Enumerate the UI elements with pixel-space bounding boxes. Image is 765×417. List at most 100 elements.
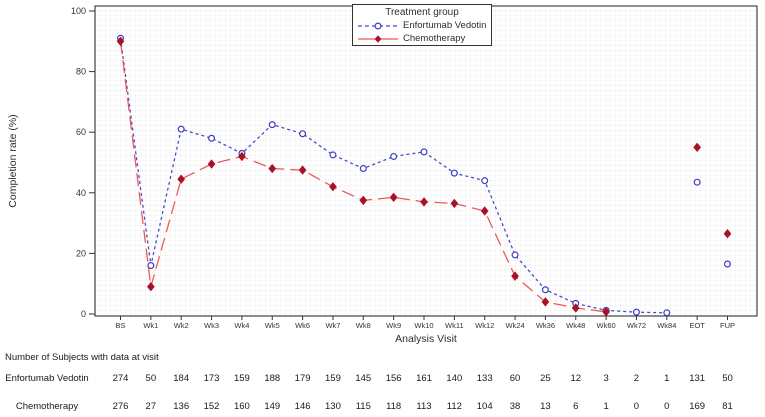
table-row-label-enfortumab-vedotin: Enfortumab Vedotin — [5, 373, 89, 384]
x-axis-tick-label: Wk36 — [536, 321, 555, 330]
table-cell: 1 — [664, 373, 670, 384]
x-axis-tick-label: Wk3 — [204, 321, 219, 330]
table-cell: 115 — [355, 401, 371, 412]
x-axis-tick-label: Wk11 — [445, 321, 464, 330]
data-point-circle — [147, 262, 155, 270]
table-title: Number of Subjects with data at visit — [5, 352, 159, 363]
legend-label-chemotherapy: Chemotherapy — [403, 33, 466, 44]
x-axis-tick-label: Wk48 — [566, 321, 585, 330]
table-cell: 104 — [476, 401, 493, 412]
table-cell: 113 — [416, 401, 432, 412]
legend: Treatment group Enfortumab Vedotin Chemo… — [352, 4, 492, 46]
table-cell: 60 — [509, 373, 521, 384]
data-point-diamond — [571, 303, 580, 313]
table-cell: 0 — [664, 401, 670, 412]
y-axis-title: Completion rate (%) — [7, 114, 19, 208]
table-cell: 27 — [145, 401, 157, 412]
y-axis-tick-label: 60 — [76, 127, 86, 137]
table-cell: 156 — [385, 373, 402, 384]
x-axis-tick-label: Wk6 — [295, 321, 310, 330]
data-point-diamond — [420, 197, 428, 207]
enfortumab-line-sample-icon — [358, 21, 398, 30]
y-axis-tick-label: 80 — [76, 67, 86, 77]
x-axis-tick-label: Wk10 — [414, 321, 433, 330]
data-point-diamond — [602, 307, 610, 317]
data-point-diamond — [480, 206, 489, 216]
table-cell: 152 — [203, 401, 220, 412]
table-cell: 118 — [386, 401, 402, 412]
data-point-circle — [511, 251, 519, 259]
y-axis-tick-label: 0 — [81, 309, 86, 319]
table-cell: 131 — [689, 373, 706, 384]
data-point-diamond — [389, 192, 398, 203]
x-axis-tick-label: Wk60 — [597, 321, 616, 330]
legend-sample-circle — [374, 21, 382, 30]
x-axis-tick-label: Wk12 — [475, 321, 494, 330]
data-point-diamond — [147, 282, 155, 292]
data-point-circle — [177, 125, 185, 133]
data-point-diamond — [207, 159, 216, 169]
table-cell: 188 — [264, 373, 281, 384]
series-line — [119, 38, 667, 314]
data-point-circle — [268, 121, 276, 129]
data-point-circle — [723, 260, 731, 268]
data-point-diamond — [511, 271, 519, 281]
data-point-circle — [632, 308, 640, 316]
legend-item-chemotherapy: Chemotherapy — [357, 32, 487, 45]
x-axis-tick-label: FUP — [720, 321, 735, 330]
table-cell: 173 — [203, 373, 220, 384]
table-cell: 1 — [603, 401, 609, 412]
data-point-circle — [450, 169, 458, 177]
data-point-circle — [208, 134, 216, 142]
legend-item-enfortumab-vedotin: Enfortumab Vedotin — [357, 19, 487, 32]
legend-sample-diamond — [374, 34, 382, 43]
y-axis-tick-label: 100 — [71, 6, 86, 16]
x-axis-tick-label: Wk24 — [505, 321, 524, 330]
data-point-circle — [329, 151, 337, 159]
table-cell: 160 — [233, 401, 250, 412]
table-cell: 179 — [294, 373, 311, 384]
table-cell: 169 — [689, 401, 706, 412]
data-point-diamond — [693, 142, 701, 153]
data-point-circle — [359, 165, 367, 173]
x-axis-title: Analysis Visit — [395, 333, 457, 345]
data-point-circle — [541, 286, 549, 294]
table-cell: 161 — [416, 373, 432, 384]
data-point-diamond — [116, 36, 125, 46]
legend-label-enfortumab-vedotin: Enfortumab Vedotin — [403, 20, 487, 31]
x-axis-tick-label: Wk9 — [386, 321, 401, 330]
plot-frame — [94, 5, 758, 317]
table-cell: 133 — [476, 373, 493, 384]
table-cell: 276 — [112, 401, 129, 412]
table-cell: 2 — [633, 373, 640, 384]
plot-area — [95, 6, 757, 316]
x-axis-tick-label: Wk84 — [657, 321, 676, 330]
data-point-diamond — [298, 165, 307, 175]
table-cell: 12 — [570, 373, 582, 384]
table-cell: 0 — [633, 401, 640, 412]
table-cell: 81 — [722, 401, 733, 412]
x-axis-tick-label: Wk5 — [265, 321, 280, 330]
x-axis-tick-label: EOT — [689, 321, 705, 330]
table-cell: 3 — [603, 373, 609, 384]
table-cell: 112 — [446, 401, 462, 412]
table-row-label-chemotherapy: Chemotherapy — [15, 401, 79, 412]
data-point-circle — [663, 309, 671, 317]
data-point-circle — [693, 178, 701, 186]
table-cell: 146 — [294, 401, 311, 412]
x-axis-tick-label: Wk1 — [143, 321, 158, 330]
x-axis-tick-label: BS — [115, 321, 125, 330]
data-point-diamond — [268, 163, 277, 174]
x-axis-tick-label: Wk7 — [325, 321, 340, 330]
series-line — [119, 41, 607, 313]
legend-title: Treatment group — [385, 7, 459, 18]
table-cell: 50 — [722, 373, 733, 384]
x-axis-tick-label: Wk8 — [356, 321, 371, 330]
table-cell: 159 — [233, 373, 250, 384]
table-cell: 136 — [173, 401, 190, 412]
table-cell: 50 — [145, 373, 157, 384]
data-point-circle — [420, 148, 428, 156]
y-axis-tick-label: 40 — [76, 188, 86, 198]
table-cell: 13 — [540, 401, 551, 412]
x-axis-tick-label: Wk2 — [174, 321, 189, 330]
